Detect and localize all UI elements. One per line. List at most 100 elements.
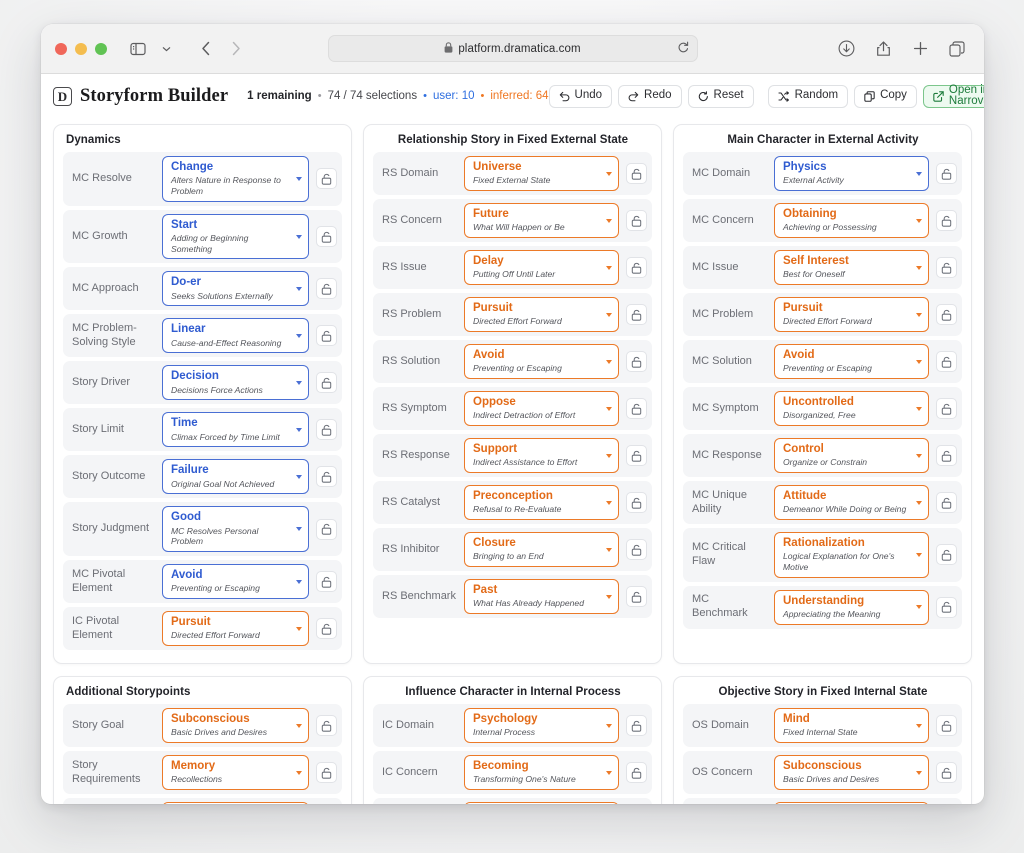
back-arrow-icon[interactable] (193, 36, 219, 62)
storypoint-select-ic-pivotal-element[interactable]: Pursuit Directed Effort Forward (162, 611, 309, 647)
lock-open-icon-button-story-outcome[interactable] (316, 466, 337, 488)
storypoint-select-mc-domain[interactable]: Physics External Activity (774, 156, 929, 191)
storypoint-row-story-judgment: Story Judgment Good MC Resolves Personal P… (63, 502, 342, 557)
lock-open-icon-button-mc-response[interactable] (936, 445, 957, 466)
close-window-button[interactable] (55, 42, 67, 55)
lock-open-icon-button-ic-domain[interactable] (626, 715, 647, 737)
storypoint-select-mc-concern[interactable]: Obtaining Achieving or Possessing (774, 203, 929, 238)
panel-title: Influence Character in Internal Process (405, 686, 621, 699)
storypoint-select-mc-solution[interactable]: Avoid Preventing or Escaping (774, 344, 929, 379)
sidebar-toggle-icon[interactable] (125, 36, 151, 62)
lock-open-icon-button-rs-concern[interactable] (626, 210, 647, 231)
storypoint-select-mc-benchmark[interactable]: Understanding Appreciating the Meaning (774, 589, 929, 625)
storypoint-select-mc-approach[interactable]: Do-er Seeks Solutions Externally (162, 271, 309, 307)
storypoint-select-story-driver[interactable]: Decision Decisions Force Actions (162, 365, 309, 401)
storypoint-select-mc-pivotal-element[interactable]: Avoid Preventing or Escaping (162, 564, 309, 600)
lock-open-icon-button-rs-domain[interactable] (626, 163, 647, 184)
lock-open-icon-button-mc-solution[interactable] (936, 351, 957, 372)
lock-open-icon-button-rs-benchmark[interactable] (626, 586, 647, 607)
storypoint-select-mc-growth[interactable]: Start Adding or Beginning Something (162, 213, 309, 260)
lock-open-icon-button-rs-solution[interactable] (626, 351, 647, 372)
minimize-window-button[interactable] (75, 42, 87, 55)
storypoint-select-os-domain[interactable]: Mind Fixed Internal State (774, 708, 929, 744)
lock-open-icon-button-mc-problem-solving-style[interactable] (316, 325, 337, 347)
copy-button[interactable]: Copy (854, 84, 917, 108)
storypoint-select-mc-problem[interactable]: Pursuit Directed Effort Forward (774, 297, 929, 332)
download-icon[interactable] (833, 36, 859, 62)
lock-open-icon-button-mc-problem[interactable] (936, 304, 957, 325)
lock-open-icon-button-story-requirements[interactable] (316, 762, 337, 784)
storypoint-row-mc-growth: MC Growth Start Adding or Beginning Someth… (63, 209, 342, 264)
storypoint-label: MC Issue (692, 260, 739, 273)
lock-open-icon-button-story-limit[interactable] (316, 419, 337, 441)
lock-open-icon-button-ic-concern[interactable] (626, 762, 647, 784)
lock-open-icon-button-story-goal[interactable] (316, 715, 337, 737)
lock-open-icon-button-rs-issue[interactable] (626, 257, 647, 278)
reload-icon[interactable] (677, 40, 689, 58)
lock-open-icon-button-mc-domain[interactable] (936, 163, 957, 184)
forward-arrow-icon[interactable] (223, 36, 249, 62)
storypoint-select-story-judgment[interactable]: Good MC Resolves Personal Problem (162, 506, 309, 553)
storypoint-select-rs-issue[interactable]: Delay Putting Off Until Later (464, 250, 619, 285)
lock-open-icon-button-ic-pivotal-element[interactable] (316, 618, 337, 640)
lock-open-icon-button-rs-symptom[interactable] (626, 398, 647, 419)
lock-open-icon-button-mc-pivotal-element[interactable] (316, 571, 337, 593)
redo-button[interactable]: Redo (618, 84, 682, 108)
storypoint-select-rs-inhibitor[interactable]: Closure Bringing to an End (464, 532, 619, 567)
storypoint-select-rs-concern[interactable]: Future What Will Happen or Be (464, 203, 619, 238)
storypoint-select-story-requirements[interactable]: Memory Recollections (162, 755, 309, 791)
storypoint-select-mc-symptom[interactable]: Uncontrolled Disorganized, Free (774, 391, 929, 426)
storypoint-select-rs-response[interactable]: Support Indirect Assistance to Effort (464, 438, 619, 473)
storypoint-select-story-limit[interactable]: Time Climax Forced by Time Limit (162, 412, 309, 448)
lock-open-icon-button-rs-inhibitor[interactable] (626, 539, 647, 560)
lock-open-icon-button-mc-approach[interactable] (316, 278, 337, 300)
maximize-window-button[interactable] (95, 42, 107, 55)
lock-open-icon-button-mc-issue[interactable] (936, 257, 957, 278)
storypoint-select-story-goal[interactable]: Subconscious Basic Drives and Desires (162, 708, 309, 744)
lock-open-icon-button-mc-critical-flaw[interactable] (936, 544, 957, 566)
lock-open-icon-button-mc-symptom[interactable] (936, 398, 957, 419)
storypoint-select-os-concern[interactable]: Subconscious Basic Drives and Desires (774, 755, 929, 791)
reset-button[interactable]: Reset (687, 84, 754, 108)
storypoint-select-rs-domain[interactable]: Universe Fixed External State (464, 156, 619, 191)
lock-open-icon-button-mc-concern[interactable] (936, 210, 957, 231)
logo-icon: D (53, 86, 72, 106)
lock-open-icon-button-story-driver[interactable] (316, 372, 337, 394)
lock-open-icon-button-rs-response[interactable] (626, 445, 647, 466)
chevron-down-icon (916, 312, 922, 317)
random-button[interactable]: Random (767, 84, 849, 108)
lock-open-icon-button-mc-growth[interactable] (316, 226, 337, 248)
lock-open-icon-button-rs-catalyst[interactable] (626, 492, 647, 513)
storypoint-select-rs-symptom[interactable]: Oppose Indirect Detraction of Effort (464, 391, 619, 426)
storypoint-select-mc-critical-flaw[interactable]: Rationalization Logical Explanation for O… (774, 532, 929, 578)
storypoint-select-mc-unique-ability[interactable]: Attitude Demeanor While Doing or Being (774, 485, 929, 520)
storypoint-select-story-outcome[interactable]: Failure Original Goal Not Achieved (162, 459, 309, 495)
storypoint-select-rs-catalyst[interactable]: Preconception Refusal to Re-Evaluate (464, 485, 619, 520)
lock-open-icon-button-mc-benchmark[interactable] (936, 596, 957, 618)
storypoint-select-rs-problem[interactable]: Pursuit Directed Effort Forward (464, 297, 619, 332)
storypoint-select-rs-benchmark[interactable]: Past What Has Already Happened (464, 579, 619, 614)
storypoint-select-rs-solution[interactable]: Avoid Preventing or Escaping (464, 344, 619, 379)
storypoint-select-mc-issue[interactable]: Self Interest Best for Oneself (774, 250, 929, 285)
storypoint-select-ic-concern[interactable]: Becoming Transforming One's Nature (464, 755, 619, 791)
chevron-down-icon[interactable] (153, 36, 179, 62)
storypoint-select-mc-response[interactable]: Control Organize or Constrain (774, 438, 929, 473)
storypoint-select-ic-domain[interactable]: Psychology Internal Process (464, 708, 619, 744)
share-icon[interactable] (870, 36, 896, 62)
plus-icon[interactable] (907, 36, 933, 62)
lock-open-icon-button-mc-unique-ability[interactable] (936, 492, 957, 513)
tab-overview-icon[interactable] (944, 36, 970, 62)
open-in-narrova-button[interactable]: Open in Narrova (922, 84, 984, 108)
lock-open-icon-button-rs-problem[interactable] (626, 304, 647, 325)
storypoint-select-mc-problem-solving-style[interactable]: Linear Cause-and-Effect Reasoning (162, 318, 309, 354)
address-bar[interactable]: platform.dramatica.com (327, 35, 698, 62)
storypoint-select-mc-resolve[interactable]: Change Alters Nature in Response to Probl… (162, 156, 309, 202)
lock-open-icon-button-story-judgment[interactable] (316, 518, 337, 540)
lock-open-icon-button-os-domain[interactable] (936, 715, 957, 737)
lock-open-icon-button-mc-resolve[interactable] (316, 168, 337, 190)
undo-button[interactable]: Undo (548, 84, 613, 108)
lock-open-icon-button-os-concern[interactable] (936, 762, 957, 784)
